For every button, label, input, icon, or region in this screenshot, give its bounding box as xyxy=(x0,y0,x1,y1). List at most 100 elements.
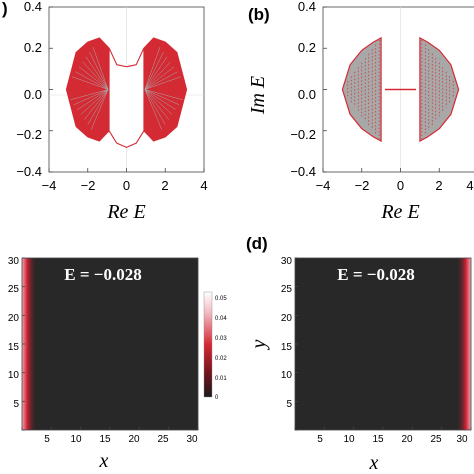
panel-c-xtick: 10 xyxy=(70,434,82,445)
panel-a-xtick: 4 xyxy=(200,178,207,193)
panel-d-ticks xyxy=(294,257,472,431)
spectrum-eigenvalue-line xyxy=(144,66,175,90)
panel-d-xtick: 10 xyxy=(343,434,355,445)
panel-a-spectrum xyxy=(65,37,188,148)
panel-a-xtick: 0 xyxy=(123,178,130,193)
spectrum-eigenvalue-line xyxy=(144,71,178,90)
panel-d-xtick: 25 xyxy=(430,434,442,445)
panel-c: E = −0.028 30 25 20 15 10 5 5 10 15 20 2… xyxy=(8,256,227,472)
panel-b-spectrum xyxy=(341,36,460,143)
panel-c-xtick: 15 xyxy=(99,434,111,445)
panel-b-xtick: 2 xyxy=(435,178,442,193)
panel-c-ytick: 25 xyxy=(8,284,20,295)
colorbar-tick: 0.01 xyxy=(215,376,227,382)
spectrum-eigenvalue-line xyxy=(144,76,182,90)
spectrum-eigenvalue-line xyxy=(92,46,109,90)
panel-c-ytick: 15 xyxy=(8,342,20,353)
panel-c-xtick: 20 xyxy=(128,434,140,445)
colorbar-tick: 0 xyxy=(215,395,219,401)
panel-b-ytick: −0.4 xyxy=(290,164,316,179)
panel-d-ylabel: y xyxy=(248,339,270,350)
spectrum-eigenvalue-line xyxy=(73,89,109,105)
spectrum-eigenvalue-line xyxy=(84,89,109,120)
panel-a-ytick: 0.4 xyxy=(24,0,42,14)
panel-a-xtick: −4 xyxy=(42,178,57,193)
spectrum-eigenvalue-line xyxy=(80,89,109,115)
panel-c-ytick: 10 xyxy=(8,370,20,381)
panel-b-ytick: −0.2 xyxy=(290,127,316,142)
panel-b-xtick: −4 xyxy=(316,178,331,193)
panel-a-ytick: 0.0 xyxy=(24,87,42,102)
spectrum-lobe xyxy=(341,36,382,143)
spectrum-eigenvalue-line xyxy=(144,51,164,90)
panel-c-xtick: 25 xyxy=(157,434,169,445)
spectrum-eigenvalue-line xyxy=(87,89,109,125)
spectrum-eigenvalue-line xyxy=(71,76,109,90)
panel-b-ytick: 0.4 xyxy=(298,0,316,14)
panel-b-xtick: 0 xyxy=(397,178,404,193)
panel-d-ytick: 25 xyxy=(281,284,293,295)
spectrum-eigenvalue-line xyxy=(85,56,109,90)
panel-c-xtick: 30 xyxy=(186,434,198,445)
panel-a: ) 0.4 0.2 0.0 −0.2 −0.4 −4 −2 0 2 4 Re E xyxy=(2,0,208,223)
spectrum-eigenvalue-line xyxy=(78,66,109,90)
spectrum-eigenvalue-line xyxy=(144,89,162,130)
spectrum-eigenvalue-line xyxy=(144,89,183,101)
panel-d-ytick: 20 xyxy=(281,313,293,324)
spectrum-eigenvalue-line xyxy=(75,71,109,90)
panel-d-ytick: 30 xyxy=(281,256,293,267)
panel-c-xtick: 5 xyxy=(44,434,50,445)
panel-c-heatmap xyxy=(22,258,198,430)
panel-a-xtick: −2 xyxy=(81,178,96,193)
panel-c-colorbar xyxy=(203,291,213,398)
spectrum-eigenvalue-line xyxy=(91,89,109,130)
spectrum-lobe xyxy=(419,36,460,143)
spectrum-eigenvalue-line xyxy=(77,89,109,110)
spectrum-eigenvalue-line xyxy=(144,89,166,125)
spectrum-eigenvalue-line xyxy=(144,61,171,90)
panel-b-label: (b) xyxy=(248,5,270,24)
panel-b-ticks xyxy=(322,6,440,173)
panel-b-xtick: −2 xyxy=(355,178,370,193)
panel-d-ytick: 5 xyxy=(286,399,292,410)
panel-b: (b) 0.4 0.2 0.0 −0.2 −0.4 −4 −2 0 2 4 Re… xyxy=(247,0,474,223)
panel-d-xlabel: x xyxy=(369,452,379,474)
panel-a-label: ) xyxy=(2,0,8,18)
panel-d-heatmap xyxy=(295,258,471,430)
panel-c-energy-label: E = −0.028 xyxy=(64,265,141,284)
panel-a-ytick: −0.4 xyxy=(16,164,42,179)
spectrum-eigenvalue-line xyxy=(144,89,173,115)
panel-a-ticks xyxy=(48,6,205,173)
spectrum-eigenvalue-line xyxy=(144,56,168,90)
panel-b-xlabel: Re E xyxy=(380,201,419,223)
panel-d-label: (d) xyxy=(246,234,268,253)
panel-c-ytick: 30 xyxy=(8,256,20,267)
panel-d-xtick: 15 xyxy=(372,434,384,445)
spectrum-eigenvalue-line xyxy=(144,89,180,105)
panel-d-ytick: 15 xyxy=(281,342,293,353)
spectrum-eigenvalue-line xyxy=(89,51,109,90)
spectrum-eigenvalue-line xyxy=(70,89,109,101)
panel-a-ytick: 0.2 xyxy=(24,40,42,55)
colorbar-tick: 0.05 xyxy=(215,296,227,302)
panel-d-ytick: 10 xyxy=(281,370,293,381)
spectrum-eigenvalue-line xyxy=(144,89,169,120)
colorbar-tick: 0.03 xyxy=(215,336,227,342)
panel-d-edge-state xyxy=(456,258,471,430)
panel-c-xlabel: x xyxy=(99,450,109,472)
colorbar-tick: 0.02 xyxy=(215,356,227,362)
panel-b-ytick: 0.2 xyxy=(298,40,316,55)
panel-a-xtick: 2 xyxy=(161,178,168,193)
panel-d: (d) E = −0.028 30 25 20 15 10 5 5 10 15 … xyxy=(246,234,472,474)
colorbar-tick: 0.04 xyxy=(215,316,227,322)
panel-b-xtick: 4 xyxy=(466,178,473,193)
spectrum-eigenvalue-line xyxy=(144,89,176,110)
panel-d-energy-label: E = −0.028 xyxy=(337,265,414,284)
panel-a-xlabel: Re E xyxy=(106,201,145,223)
panel-c-ticks xyxy=(21,257,199,431)
panel-b-ytick: 0.0 xyxy=(298,87,316,102)
spectrum-eigenvalue-line xyxy=(144,46,161,90)
panel-d-xtick: 30 xyxy=(456,434,468,445)
panel-d-xtick: 20 xyxy=(401,434,413,445)
spectrum-gap xyxy=(108,47,145,148)
